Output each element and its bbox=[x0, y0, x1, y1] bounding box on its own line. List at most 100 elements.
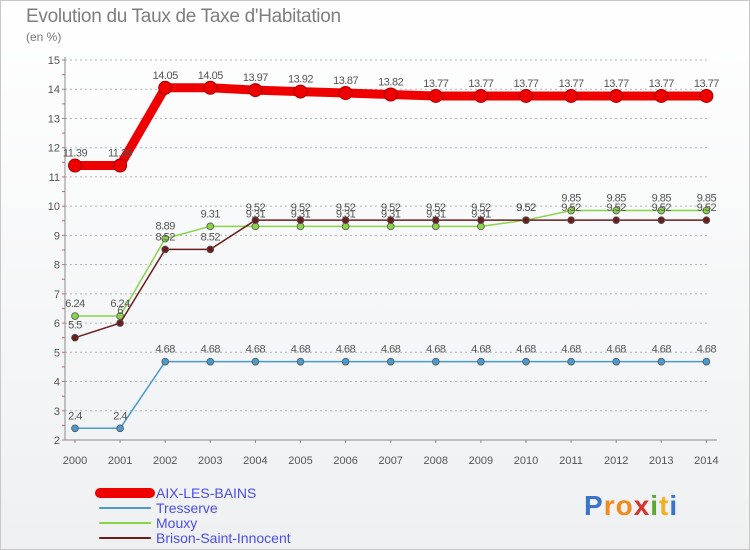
data-label-mouxy: 9.85 bbox=[606, 193, 626, 205]
x-tick-label: 2014 bbox=[694, 455, 718, 467]
data-label-tresserve: 4.68 bbox=[697, 344, 717, 356]
data-point-tresserve bbox=[116, 424, 124, 433]
data-label-brison-saint-innocent: 9.52 bbox=[697, 202, 717, 214]
y-tick-label: 2 bbox=[54, 435, 60, 447]
data-label-brison-saint-innocent: 5.5 bbox=[68, 320, 82, 332]
data-label-aix-les-bains: 13.97 bbox=[243, 72, 268, 84]
x-tick-label: 2011 bbox=[559, 455, 583, 467]
legend-label-tresserve: Tresserve bbox=[156, 500, 218, 516]
data-label-tresserve: 4.68 bbox=[155, 344, 175, 356]
data-label-mouxy: 9.52 bbox=[516, 202, 536, 214]
data-point-aix-les-bains bbox=[113, 158, 128, 173]
data-point-aix-les-bains bbox=[203, 80, 218, 95]
data-label-tresserve: 4.68 bbox=[201, 344, 221, 356]
logo-letter: r bbox=[603, 490, 616, 521]
x-tick-label: 2009 bbox=[469, 455, 493, 467]
data-label-aix-les-bains: 13.77 bbox=[468, 78, 493, 90]
x-tick-label: 2006 bbox=[333, 455, 357, 467]
x-tick-label: 2008 bbox=[424, 455, 448, 467]
data-label-brison-saint-innocent: 9.52 bbox=[516, 202, 536, 214]
data-label-aix-les-bains: 13.77 bbox=[559, 78, 584, 90]
data-point-mouxy bbox=[71, 312, 79, 320]
x-tick-label: 2002 bbox=[153, 455, 177, 467]
y-tick-label: 13 bbox=[48, 113, 60, 125]
x-tick-label: 2012 bbox=[604, 455, 628, 467]
data-label-aix-les-bains: 13.92 bbox=[288, 74, 313, 86]
data-point-aix-les-bains bbox=[68, 158, 82, 173]
data-point-brison-saint-innocent bbox=[522, 216, 530, 224]
data-label-tresserve: 4.68 bbox=[471, 344, 491, 356]
x-tick-label: 2003 bbox=[198, 455, 222, 467]
data-point-brison-saint-innocent bbox=[71, 333, 79, 342]
data-label-mouxy: 9.31 bbox=[291, 208, 311, 220]
data-point-aix-les-bains bbox=[699, 88, 714, 103]
legend-label-brison-saint-innocent: Brison-Saint-Innocent bbox=[156, 530, 291, 546]
data-label-tresserve: 4.68 bbox=[381, 344, 401, 356]
data-point-brison-saint-innocent bbox=[657, 216, 666, 224]
data-label-brison-saint-innocent: 9.52 bbox=[336, 202, 356, 214]
data-label-brison-saint-innocent: 9.52 bbox=[652, 202, 672, 214]
x-tick-label: 2004 bbox=[243, 455, 267, 467]
data-point-brison-saint-innocent bbox=[702, 216, 711, 224]
legend-label-aix-les-bains: AIX-LES-BAINS bbox=[156, 485, 256, 501]
data-label-brison-saint-innocent: 9.52 bbox=[246, 202, 266, 214]
data-label-tresserve: 2.4 bbox=[113, 410, 127, 422]
data-label-mouxy: 9.85 bbox=[652, 193, 672, 205]
y-tick-label: 3 bbox=[54, 406, 60, 418]
data-label-tresserve: 4.68 bbox=[516, 344, 536, 356]
data-label-aix-les-bains: 11.39 bbox=[63, 148, 88, 160]
data-point-aix-les-bains bbox=[293, 84, 308, 99]
legend-label-mouxy: Mouxy bbox=[156, 515, 197, 531]
data-label-aix-les-bains: 13.77 bbox=[694, 78, 719, 90]
data-point-aix-les-bains bbox=[654, 88, 669, 103]
y-tick-label: 12 bbox=[48, 143, 60, 155]
data-label-tresserve: 4.68 bbox=[426, 344, 446, 356]
data-point-mouxy bbox=[206, 222, 215, 231]
data-point-tresserve bbox=[477, 357, 485, 366]
logo-letter: i bbox=[669, 490, 679, 521]
data-point-tresserve bbox=[431, 357, 440, 366]
x-tick-label: 2001 bbox=[108, 455, 132, 467]
x-tick-label: 2005 bbox=[288, 455, 312, 467]
data-point-tresserve bbox=[341, 357, 350, 366]
data-point-tresserve bbox=[71, 424, 79, 433]
series-layer bbox=[68, 80, 714, 433]
y-tick-label: 10 bbox=[48, 201, 60, 213]
data-label-aix-les-bains: 13.77 bbox=[649, 78, 674, 90]
data-point-aix-les-bains bbox=[564, 88, 579, 103]
data-label-brison-saint-innocent: 9.52 bbox=[381, 202, 401, 214]
data-label-aix-les-bains: 11.39 bbox=[108, 148, 133, 160]
data-label-tresserve: 4.68 bbox=[561, 344, 581, 356]
data-label-tresserve: 4.68 bbox=[336, 344, 356, 356]
data-label-brison-saint-innocent: 9.52 bbox=[426, 202, 446, 214]
data-point-tresserve bbox=[386, 357, 395, 366]
data-label-tresserve: 4.68 bbox=[606, 344, 626, 356]
data-point-brison-saint-innocent bbox=[477, 216, 485, 224]
x-tick-label: 2010 bbox=[514, 455, 538, 467]
data-point-tresserve bbox=[522, 357, 530, 366]
data-label-brison-saint-innocent: 6 bbox=[117, 305, 123, 317]
data-point-mouxy bbox=[657, 206, 666, 215]
axes: 2 3 4 5 6 7 8 9 10 11 12 13 14 15 2000 2001 2002 2003 2004… bbox=[48, 55, 719, 467]
data-point-brison-saint-innocent bbox=[567, 216, 575, 224]
data-label-tresserve: 4.68 bbox=[652, 344, 672, 356]
gridlines bbox=[65, 59, 707, 412]
data-point-brison-saint-innocent bbox=[612, 216, 620, 224]
data-point-aix-les-bains bbox=[473, 88, 488, 103]
data-label-mouxy: 9.31 bbox=[246, 208, 266, 220]
data-point-aix-les-bains bbox=[383, 87, 398, 102]
y-tick-label: 8 bbox=[54, 260, 60, 272]
data-point-brison-saint-innocent bbox=[251, 216, 260, 224]
data-label-aix-les-bains: 13.77 bbox=[604, 78, 629, 90]
data-point-aix-les-bains bbox=[428, 88, 443, 103]
proxiti-logo-text: Proxiti bbox=[584, 490, 678, 522]
chart-title: Evolution du Taux de Taxe d'Habitation bbox=[26, 6, 341, 27]
data-point-aix-les-bains bbox=[519, 88, 533, 103]
data-point-aix-les-bains bbox=[609, 88, 624, 103]
data-label-mouxy: 9.31 bbox=[471, 208, 491, 220]
x-tick-label: 2000 bbox=[63, 455, 87, 467]
logo-letter: P bbox=[584, 490, 604, 521]
y-tick-label: 4 bbox=[54, 377, 60, 389]
data-label-brison-saint-innocent: 9.52 bbox=[291, 202, 311, 214]
